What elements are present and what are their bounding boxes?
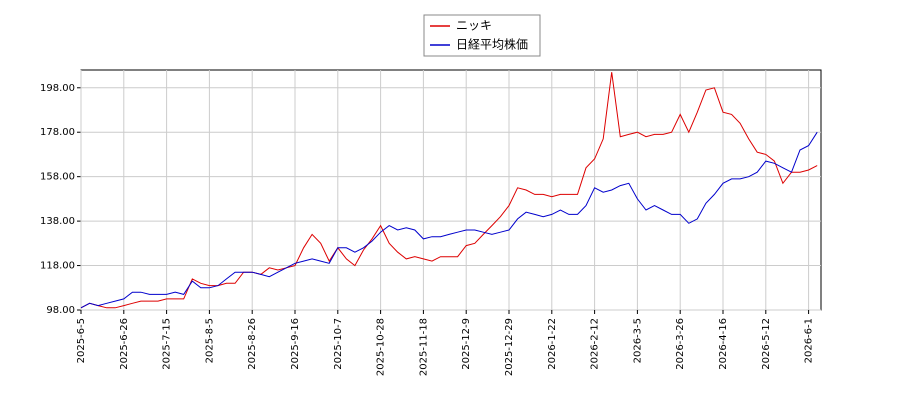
y-tick-label: 118.00 (40, 261, 75, 272)
plot-frame (80, 69, 822, 311)
x-tick-label: 2025-9-16 (290, 318, 301, 370)
x-tick-label: 2025-12-9 (461, 318, 472, 370)
x-tick-label: 2026-6-1 (804, 318, 815, 363)
x-tick-label: 2026-2-12 (590, 318, 601, 370)
legend-label: 日経平均株価 (456, 37, 528, 52)
x-tick-label: 2025-10-7 (333, 318, 344, 370)
x-tick-label: 2025-11-18 (418, 318, 429, 376)
x-tick-label: 2025-6-26 (119, 318, 130, 370)
x-tick-label: 2025-6-5 (76, 318, 87, 363)
x-tick-label: 2025-8-5 (204, 318, 215, 363)
x-tick-label: 2025-8-26 (247, 318, 258, 370)
y-tick-label: 138.00 (40, 216, 75, 227)
y-tick-label: 158.00 (40, 172, 75, 183)
x-tick-label: 2025-10-28 (376, 318, 387, 376)
x-tick-label: 2026-5-12 (761, 318, 772, 370)
x-tick-label: 2025-12-29 (504, 318, 515, 376)
x-tick-label: 2026-1-22 (547, 318, 558, 370)
x-tick-label: 2026-3-26 (675, 318, 686, 370)
x-tick-label: 2026-4-16 (718, 318, 729, 370)
x-tick-label: 2026-3-5 (632, 318, 643, 363)
series-line (80, 131, 818, 309)
series-line (80, 72, 818, 309)
legend (423, 14, 541, 57)
y-tick-label: 98.00 (46, 305, 75, 316)
y-tick-label: 198.00 (40, 83, 75, 94)
y-tick-label: 178.00 (40, 127, 75, 138)
legend-label: ニッキ (456, 19, 492, 33)
x-tick-label: 2025-7-15 (162, 318, 173, 370)
